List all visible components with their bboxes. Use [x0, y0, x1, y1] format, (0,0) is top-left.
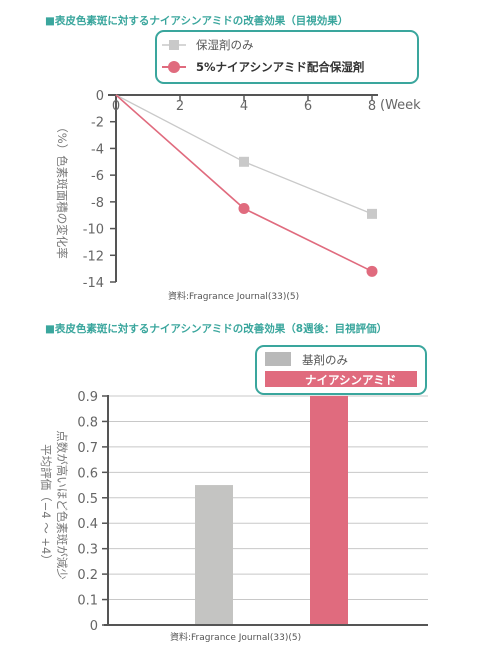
chart1-x-tick-label: 6 [304, 99, 312, 114]
chart1-x-tick-label: 2 [176, 99, 184, 114]
chart1-x-tick-label: 0 [112, 99, 120, 114]
chart2-y-label-line1: 平均評価（−4 〜 +4） [39, 444, 53, 566]
chart2-bars [195, 396, 348, 625]
chart1-point [239, 156, 249, 167]
chart2-gridlines [108, 395, 428, 601]
chart2-legend-label-1: 基剤のみ [302, 353, 348, 367]
chart1-y-tick-label: -2 [91, 116, 104, 131]
chart1-y-ticks: 0 -2 -4 -6 -8 -10 -12 -14 [83, 89, 116, 291]
chart1-legend-label-2: 5%ナイアシンアミド配合保湿剤 [196, 60, 364, 74]
chart1-legend: 保湿剤のみ 5%ナイアシンアミド配合保湿剤 [155, 30, 419, 84]
chart1-y-tick-label: -4 [91, 142, 104, 157]
chart1-series-line-2 [115, 94, 373, 273]
chart1-point [366, 265, 378, 277]
chart1-x-tick-label: 8 [368, 99, 376, 114]
chart2-bar-2 [310, 396, 348, 625]
chart2-y-label-line2: 点数が高いほど色素斑が減少 [55, 430, 69, 580]
chart2-legend-label-2: ナイアシンアミド [305, 373, 396, 387]
chart2-title: ■表皮色素斑に対するナイアシンアミドの改善効果（8週後：目視評価） [45, 322, 387, 335]
chart2-y-tick-label: 0 [90, 619, 98, 634]
chart1-y-tick-label: -10 [83, 223, 104, 238]
bar-chart: ■表皮色素斑に対するナイアシンアミドの改善効果（8週後：目視評価） 0 0.1 0.… [39, 322, 428, 643]
line-chart: ■表皮色素斑に対するナイアシンアミドの改善効果（目視効果） 0 -2 -4 -6 -8 -… [45, 14, 421, 302]
chart1-y-tick-label: -6 [91, 169, 104, 184]
chart2-y-tick-label: 0.6 [77, 466, 98, 481]
chart1-legend-marker-1 [169, 40, 179, 50]
chart2-bar-1 [195, 485, 233, 625]
chart1-legend-frame [155, 30, 419, 84]
chart2-y-tick-label: 0.4 [77, 517, 98, 532]
chart2-y-tick-label: 0.5 [77, 492, 98, 507]
chart2-y-tick-label: 0.2 [77, 568, 98, 583]
chart1-y-tick-label: -12 [83, 249, 104, 264]
chart1-source: 資料:Fragrance Journal(33)(5) [168, 290, 299, 302]
chart1-y-tick-label: 0 [96, 89, 104, 104]
chart1-legend-label-1: 保湿剤のみ [196, 38, 254, 52]
chart1-y-label: （%）色素斑面積の変化率 [55, 121, 69, 258]
chart2-legend: 基剤のみ ナイアシンアミド [255, 345, 427, 395]
chart2-plot: 0 0.1 0.2 0.3 0.4 0.5 0.6 0.7 0.8 0.9 [77, 390, 428, 634]
chart2-y-tick-label: 0.7 [77, 441, 98, 456]
chart2-y-tick-label: 0.8 [77, 415, 98, 430]
chart1-point [367, 208, 377, 219]
chart2-y-tick-label: 0.3 [77, 543, 98, 558]
chart1-series [115, 94, 378, 277]
chart1-x-ticks: 0 2 4 6 8 [112, 95, 376, 114]
chart2-legend-swatch-1 [265, 352, 291, 366]
chart1-x-unit: (Week [380, 98, 421, 113]
chart2-y-tick-label: 0.9 [77, 390, 98, 405]
chart2-legend-swatch-2 [265, 371, 417, 387]
chart1-point [238, 203, 250, 215]
chart1-plot: 0 -2 -4 -6 -8 -10 -12 -14 0 2 4 6 8 (Week [83, 89, 421, 291]
chart2-source: 資料:Fragrance Journal(33)(5) [170, 631, 301, 643]
chart1-legend-marker-2 [168, 61, 180, 73]
chart2-y-ticks: 0 0.1 0.2 0.3 0.4 0.5 0.6 0.7 0.8 0.9 [77, 390, 108, 634]
chart2-y-tick-label: 0.1 [77, 594, 98, 609]
chart1-y-tick-label: -14 [83, 276, 104, 291]
chart1-title: ■表皮色素斑に対するナイアシンアミドの改善効果（目視効果） [45, 14, 348, 27]
chart1-y-tick-label: -8 [91, 196, 104, 211]
chart1-x-tick-label: 4 [240, 99, 248, 114]
